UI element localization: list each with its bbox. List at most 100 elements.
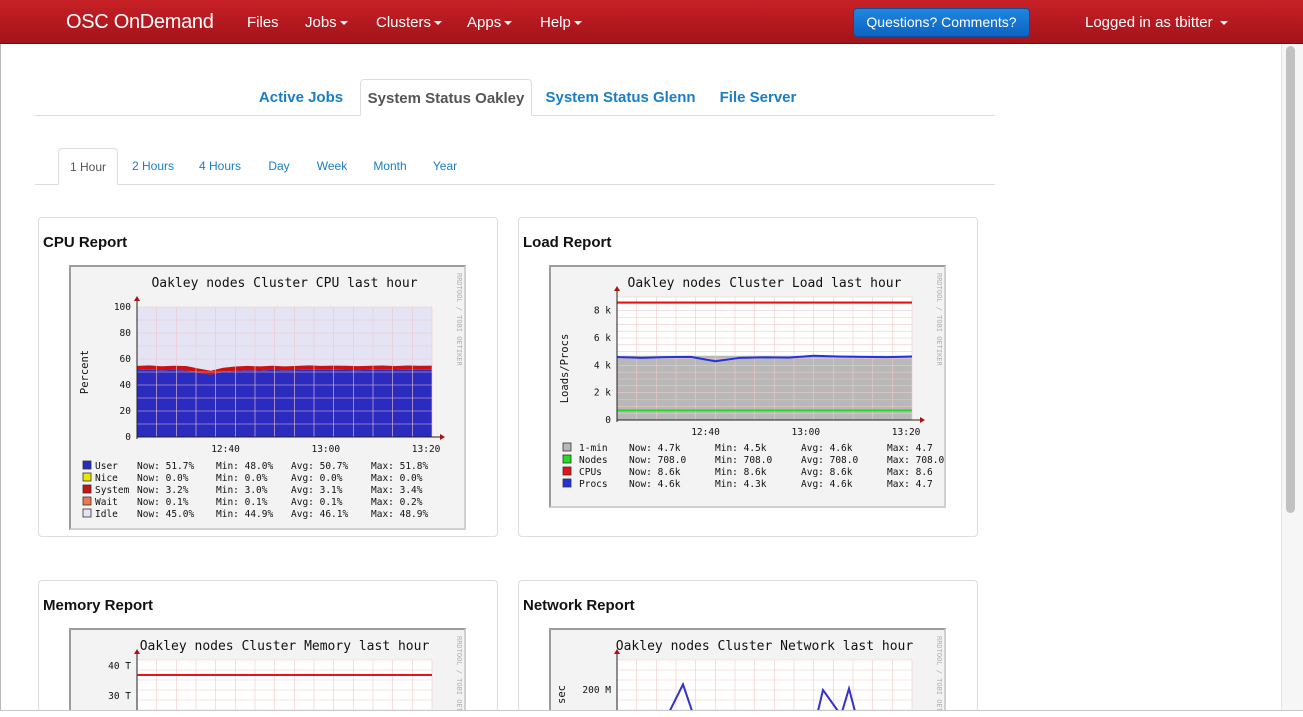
rrdtool-watermark: RRDTOOL / TOBI OETIKER [935,636,943,717]
nav-apps[interactable]: Apps [467,14,513,31]
legend-label: Procs [579,479,608,490]
memory-report-panel: Memory Report Oakley nodes Cluster Memor… [38,580,498,717]
legend-min: Min: 0.1% [216,497,268,508]
x-tick-label: 12:40 [691,427,720,438]
plot-area [137,660,432,716]
x-tick-label: 13:20 [412,444,441,455]
legend-max: Max: 8.6 [887,467,933,478]
y-tick-label: 40 T [108,661,131,672]
legend-avg: Avg: 46.1% [291,509,348,520]
legend-now: Now: 3.2% [137,485,189,496]
time-tab-year[interactable]: Year [432,159,458,173]
y-axis-label-fragment: sec [556,685,568,704]
rrdtool-watermark: RRDTOOL / TOBI OETIKER [455,636,463,717]
graph-title: Oakley nodes Cluster Load last hour [628,276,902,291]
legend-label: 1-min [579,443,608,454]
time-tab-2-hours[interactable]: 2 Hours [131,159,175,173]
tab-file-server[interactable]: File Server [719,89,797,106]
legend-swatch [562,478,572,488]
legend-max: Max: 0.0% [371,473,423,484]
legend-now: Now: 708.0 [629,455,686,466]
tab-system-status-oakley[interactable]: System Status Oakley [360,79,532,116]
graph-title: Oakley nodes Cluster Memory last hour [140,639,430,654]
legend-swatch [82,508,92,518]
y-tick-label: 80 [120,328,132,339]
legend-now: Now: 0.0% [137,473,189,484]
y-tick-label: 30 T [108,691,131,702]
load-report-title: Load Report [523,234,612,251]
memory-report-title: Memory Report [43,597,154,614]
time-tab-1-hour[interactable]: 1 Hour [58,148,118,185]
top-navbar: OSC OnDemand Files Jobs Clusters Apps He… [0,0,1303,44]
memory-chart: Oakley nodes Cluster Memory last hour RRD… [108,636,463,717]
legend-max: Max: 4.7 [887,443,933,454]
legend-label: Idle [95,509,118,520]
y-axis-arrow [134,296,140,301]
legend-avg: Avg: 4.6k [801,443,853,454]
legend-swatch [562,454,572,464]
nav-help[interactable]: Help [540,14,582,31]
chevron-down-icon [573,21,582,26]
legend-avg: Avg: 4.6k [801,479,853,490]
network-report-title: Network Report [523,597,635,614]
nav-jobs[interactable]: Jobs [305,14,348,31]
rrdtool-watermark: RRDTOOL / TOBI OETIKER [455,273,463,367]
y-axis-label: Loads/Procs [559,334,571,404]
legend-max: Max: 51.8% [371,461,428,472]
legend-label: Nodes [579,455,608,466]
legend-avg: Avg: 0.0% [291,473,343,484]
user-menu[interactable]: Logged in as tbitter [1085,14,1228,31]
plot-area [617,660,912,716]
legend-swatch [82,460,92,470]
time-tab-week[interactable]: Week [316,159,348,173]
legend-min: Min: 0.0% [216,473,268,484]
tab-system-status-glenn[interactable]: System Status Glenn [545,89,696,106]
legend-min: Min: 48.0% [216,461,273,472]
y-tick-label: 6 k [594,333,611,344]
time-tab-day[interactable]: Day [268,159,290,173]
tab-active-jobs[interactable]: Active Jobs [258,89,344,106]
legend-avg: Avg: 708.0 [801,455,858,466]
y-tick-label: 20 [120,406,132,417]
legend-max: Max: 3.4% [371,485,423,496]
time-tab-month[interactable]: Month [373,159,407,173]
legend-max: Max: 0.2% [371,497,423,508]
legend-max: Max: 708.0 [887,455,944,466]
chevron-down-icon [339,21,348,26]
network-chart: Oakley nodes Cluster Network last hour RR… [556,636,943,717]
questions-comments-button[interactable]: Questions? Comments? [853,8,1030,37]
legend-min: Min: 708.0 [715,455,772,466]
network-report-panel: Network Report Oakley nodes Cluster Netw… [518,580,978,717]
nav-files[interactable]: Files [247,14,279,31]
legend-now: Now: 0.1% [137,497,189,508]
vertical-scrollbar[interactable] [1281,44,1303,710]
y-axis-label: Percent [79,350,91,394]
y-tick-label: 60 [120,354,132,365]
cpu-report-panel: CPU Report Oakley nodes Cluster CPU last… [38,217,498,537]
scrollbar-thumb[interactable] [1286,46,1295,513]
legend-label: Wait [95,497,118,508]
y-tick-label: 2 k [594,388,611,399]
legend-min: Min: 8.6k [715,467,767,478]
graph-title: Oakley nodes Cluster CPU last hour [151,276,417,291]
nav-clusters[interactable]: Clusters [376,14,443,31]
y-tick-label: 0 [125,432,131,443]
memory-graph: Oakley nodes Cluster Memory last hour RRD… [69,628,466,717]
legend-avg: Avg: 50.7% [291,461,348,472]
chevron-down-icon [1219,21,1228,26]
legend-avg: Avg: 0.1% [291,497,343,508]
legend-label: System [95,485,130,496]
time-tab-4-hours[interactable]: 4 Hours [198,159,242,173]
legend-label: User [95,461,118,472]
legend-swatch [82,496,92,506]
brand-logo[interactable]: OSC OnDemand [66,11,214,33]
series-user-area [137,369,432,437]
legend-now: Now: 4.6k [629,479,681,490]
legend-max: Max: 4.7 [887,479,933,490]
load-report-panel: Load Report Oakley nodes Cluster Load la… [518,217,978,537]
legend-now: Now: 8.6k [629,467,681,478]
load-chart: Oakley nodes Cluster Load last hour RRDTO… [559,273,944,490]
legend-min: Min: 4.5k [715,443,767,454]
y-tick-label: 8 k [594,306,611,317]
time-tabs-divider [35,184,995,185]
